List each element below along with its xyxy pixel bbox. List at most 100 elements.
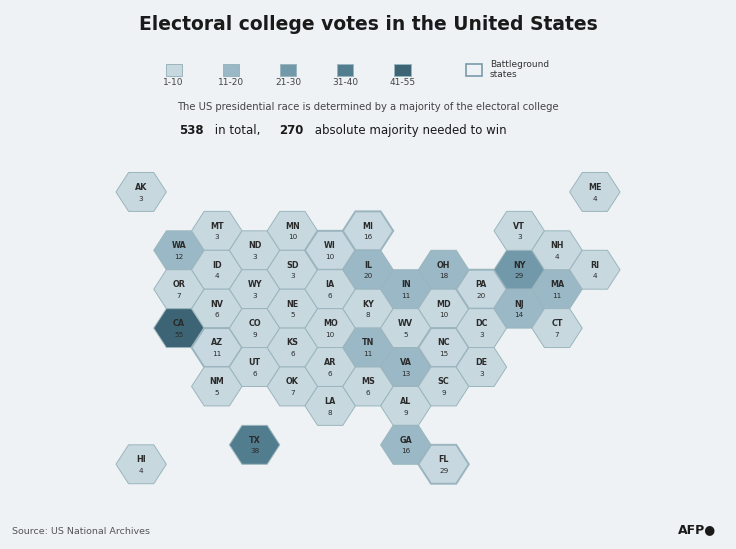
Text: IA: IA [325, 280, 335, 289]
Polygon shape [381, 270, 431, 309]
Text: 6: 6 [214, 312, 219, 318]
Text: WY: WY [247, 280, 262, 289]
Polygon shape [418, 250, 469, 289]
Polygon shape [570, 250, 620, 289]
Text: DC: DC [475, 319, 488, 328]
Text: ME: ME [588, 183, 601, 192]
Text: 538: 538 [180, 124, 204, 137]
Text: 29: 29 [514, 273, 524, 279]
Text: 8: 8 [328, 410, 333, 416]
Polygon shape [267, 328, 318, 367]
Text: 20: 20 [477, 293, 486, 299]
Text: 6: 6 [328, 293, 333, 299]
Polygon shape [532, 309, 582, 348]
Text: 7: 7 [177, 293, 181, 299]
Text: CT: CT [551, 319, 563, 328]
Text: NM: NM [210, 377, 224, 386]
Text: 3: 3 [479, 332, 484, 338]
Text: 9: 9 [252, 332, 257, 338]
Polygon shape [494, 250, 545, 289]
Polygon shape [305, 348, 355, 386]
Text: 18: 18 [439, 273, 448, 279]
Polygon shape [381, 309, 431, 348]
Text: HI: HI [136, 455, 146, 464]
Text: 11: 11 [212, 351, 222, 357]
Polygon shape [305, 309, 355, 348]
Text: MA: MA [550, 280, 565, 289]
Text: 8: 8 [366, 312, 370, 318]
Polygon shape [456, 309, 506, 348]
Text: VT: VT [513, 222, 526, 231]
Text: 3: 3 [290, 273, 294, 279]
Text: WA: WA [171, 241, 186, 250]
Polygon shape [230, 270, 280, 309]
Text: Battleground
states: Battleground states [489, 60, 549, 80]
Polygon shape [267, 289, 318, 328]
Text: 4: 4 [139, 468, 144, 474]
Polygon shape [305, 386, 355, 425]
Text: KY: KY [362, 300, 374, 309]
Text: ND: ND [248, 241, 261, 250]
Text: GA: GA [400, 436, 412, 445]
Text: 1-10: 1-10 [163, 79, 184, 87]
Text: 5: 5 [403, 332, 408, 338]
Text: 20: 20 [364, 273, 372, 279]
Text: 7: 7 [290, 390, 294, 396]
Text: MO: MO [323, 319, 338, 328]
Text: TN: TN [362, 339, 374, 348]
Polygon shape [343, 289, 393, 328]
Text: 11-20: 11-20 [218, 79, 244, 87]
Polygon shape [494, 289, 545, 328]
Polygon shape [305, 270, 355, 309]
Text: 14: 14 [514, 312, 524, 318]
Polygon shape [381, 348, 431, 386]
Text: MD: MD [436, 300, 451, 309]
Polygon shape [343, 367, 393, 406]
Text: 5: 5 [214, 390, 219, 396]
Polygon shape [532, 270, 582, 309]
Polygon shape [418, 445, 469, 484]
Text: MI: MI [363, 222, 373, 231]
Polygon shape [418, 367, 469, 406]
Polygon shape [230, 309, 280, 348]
Text: OR: OR [172, 280, 185, 289]
Text: 16: 16 [401, 449, 411, 455]
Polygon shape [305, 231, 355, 270]
Text: 6: 6 [252, 371, 257, 377]
Text: SC: SC [438, 377, 450, 386]
Text: 10: 10 [325, 332, 335, 338]
Text: FL: FL [439, 455, 449, 464]
Polygon shape [116, 445, 166, 484]
Text: UT: UT [249, 358, 261, 367]
Text: 3: 3 [214, 234, 219, 240]
Text: 31-40: 31-40 [332, 79, 358, 87]
Text: in total,: in total, [211, 124, 264, 137]
Text: 3: 3 [517, 234, 522, 240]
Bar [166, 64, 182, 76]
Bar [223, 64, 239, 76]
Text: 3: 3 [252, 254, 257, 260]
Text: TX: TX [249, 436, 261, 445]
Text: RI: RI [590, 261, 599, 270]
Text: AR: AR [324, 358, 336, 367]
Text: 9: 9 [403, 410, 408, 416]
Polygon shape [343, 211, 393, 250]
Text: 6: 6 [328, 371, 333, 377]
Text: OK: OK [286, 377, 299, 386]
Text: 4: 4 [592, 273, 597, 279]
Text: Source: US National Archives: Source: US National Archives [13, 526, 150, 536]
Text: AFP●: AFP● [678, 523, 716, 536]
Polygon shape [570, 172, 620, 211]
Text: 10: 10 [325, 254, 335, 260]
Polygon shape [154, 270, 204, 309]
Text: WI: WI [325, 241, 336, 250]
Text: 29: 29 [439, 468, 448, 474]
Text: IL: IL [364, 261, 372, 270]
Polygon shape [532, 231, 582, 270]
Polygon shape [191, 367, 242, 406]
Polygon shape [381, 386, 431, 425]
Text: 55: 55 [174, 332, 183, 338]
Bar [280, 64, 296, 76]
Text: 3: 3 [252, 293, 257, 299]
Polygon shape [230, 425, 280, 464]
